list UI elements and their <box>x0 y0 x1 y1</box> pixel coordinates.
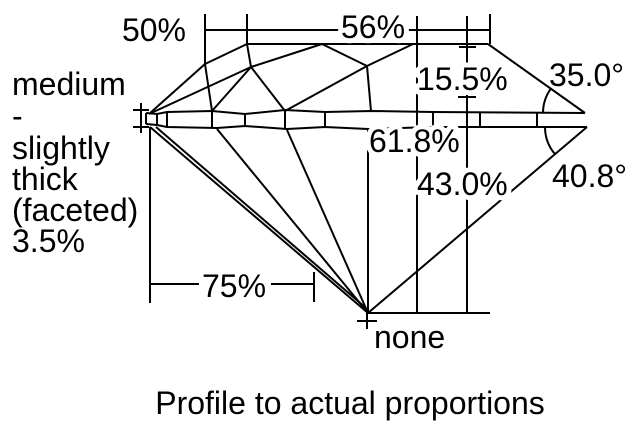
dimension-lines <box>133 14 556 329</box>
crown-facet-edge <box>366 65 372 112</box>
girdle-label-line: 3.5% <box>12 223 85 259</box>
total-depth-label: 61.8% <box>369 123 460 159</box>
pavilion-facet-lines <box>155 126 369 314</box>
crown-facet-edge <box>204 63 213 112</box>
crown-facet-edge <box>366 43 414 67</box>
diagram-caption: Profile to actual proportions <box>155 385 545 421</box>
crown-facet-edge <box>250 43 323 68</box>
crown-facet-edge <box>321 43 368 67</box>
girdle-band <box>145 108 587 131</box>
crown-angle-arc <box>542 88 552 114</box>
pavilion-angle-arc <box>544 126 556 156</box>
girdle-top-edge <box>145 108 586 116</box>
crown-facet-edge <box>284 65 368 112</box>
girdle-label-line: medium <box>12 66 126 102</box>
girdle-label-line: (faceted) <box>12 192 138 228</box>
diamond-outline <box>148 43 588 314</box>
crown-facet-edge <box>246 43 252 68</box>
pavilion-slope-right <box>367 126 588 314</box>
crown-facet-lines <box>148 43 414 115</box>
girdle-label-line: - <box>12 98 23 134</box>
pavilion-facet-edge <box>216 128 369 314</box>
pavilion-angle-label: 40.8° <box>552 158 627 194</box>
crown-angle-label: 35.0° <box>549 57 624 93</box>
pavilion-facet-edge <box>286 129 369 314</box>
pavilion-slope-left <box>149 126 369 314</box>
crown-facet-edge <box>148 66 252 115</box>
star-length-label: 50% <box>122 12 186 48</box>
girdle-label-line: thick <box>12 161 79 197</box>
crown-facet-edge <box>250 66 286 112</box>
crown-height-label: 15.5% <box>417 61 508 97</box>
crown-slope-left-upper <box>204 43 248 65</box>
girdle-bottom-edge <box>145 123 587 131</box>
girdle-thickness-label: medium - slightly thick (faceted) 3.5% <box>12 66 138 259</box>
pavilion-depth-label: 43.0% <box>417 166 508 202</box>
culet-label: none <box>374 319 445 355</box>
pavilion-facet-edge <box>155 126 367 309</box>
crown-facet-edge <box>211 66 252 112</box>
lower-girdle-length-label: 75% <box>202 268 266 304</box>
crown-slope-left-lower <box>148 63 206 115</box>
girdle-label-line: slightly <box>12 130 110 166</box>
crown-slope-right <box>487 43 586 114</box>
table-size-label: 56% <box>341 9 405 45</box>
measurement-labels: 50% 56% 15.5% 35.0° 61.8% 43.0% 40.8° 75… <box>122 4 627 360</box>
